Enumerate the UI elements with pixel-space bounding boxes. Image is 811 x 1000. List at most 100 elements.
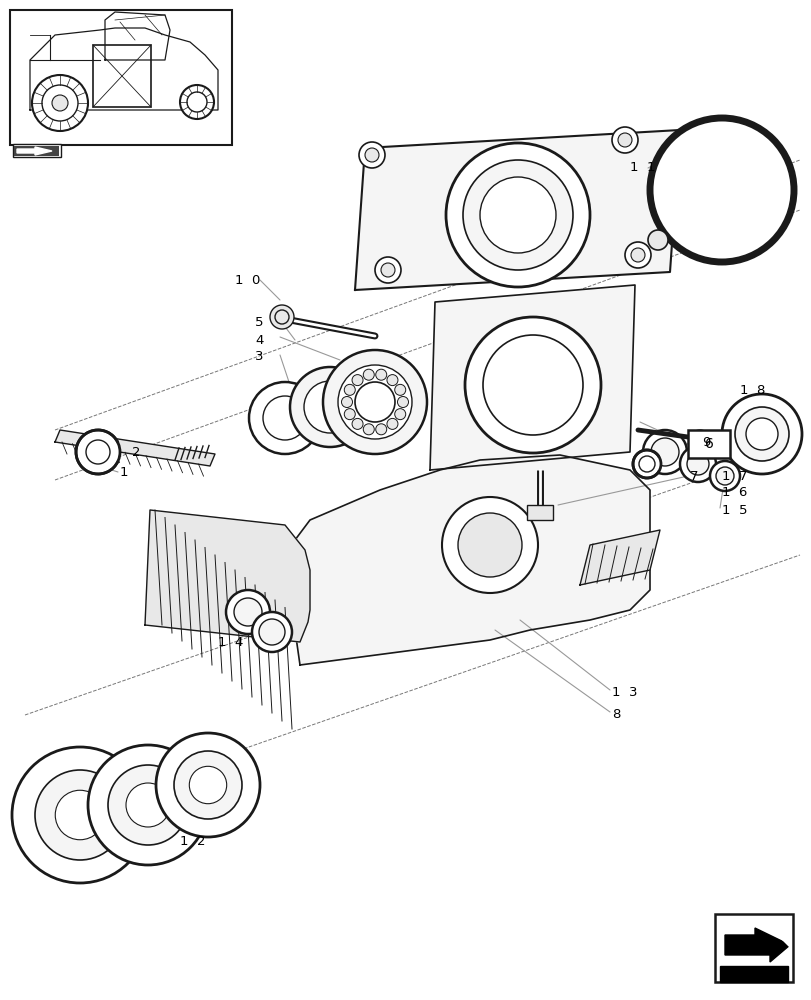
Circle shape [358,142,384,168]
Polygon shape [724,928,789,962]
Circle shape [445,143,590,287]
Circle shape [126,783,169,827]
Text: 7: 7 [689,470,697,483]
Circle shape [249,382,320,454]
Polygon shape [294,455,649,665]
Polygon shape [579,530,659,585]
Circle shape [55,790,105,840]
Text: 3: 3 [255,351,264,363]
Text: 1  0: 1 0 [234,273,260,286]
Circle shape [189,766,226,804]
Circle shape [380,263,394,277]
Text: 1  1: 1 1 [629,161,654,174]
Text: 1: 1 [120,466,128,480]
Circle shape [479,177,556,253]
Text: 2: 2 [132,446,140,458]
Circle shape [275,310,289,324]
Circle shape [649,118,793,262]
Text: 1  6: 1 6 [721,486,746,498]
Bar [93,45,151,107]
Circle shape [721,394,801,474]
Circle shape [344,409,355,420]
Circle shape [180,85,214,119]
Circle shape [52,95,68,111]
Circle shape [156,733,260,837]
Circle shape [387,418,397,429]
Circle shape [387,375,397,386]
Text: 1  8: 1 8 [739,383,765,396]
Circle shape [617,133,631,147]
Bar [714,914,792,982]
Circle shape [483,335,582,435]
Circle shape [108,765,188,845]
Circle shape [394,384,406,395]
Circle shape [323,350,427,454]
Polygon shape [145,510,310,642]
Polygon shape [430,285,634,470]
Circle shape [611,127,637,153]
Text: 1  4: 1 4 [217,636,243,648]
Circle shape [303,381,355,433]
Circle shape [12,747,148,883]
Circle shape [689,430,709,450]
Circle shape [633,450,660,478]
Circle shape [363,369,374,380]
Circle shape [270,305,294,329]
Circle shape [745,418,777,450]
Circle shape [709,461,739,491]
Polygon shape [719,966,787,982]
Circle shape [375,369,386,380]
Polygon shape [55,430,215,466]
Bar [14,146,59,156]
Circle shape [647,230,667,250]
Circle shape [251,612,292,652]
Polygon shape [354,130,679,290]
Text: 1  5: 1 5 [721,504,747,516]
Circle shape [42,85,78,121]
Text: 5: 5 [255,316,264,328]
Circle shape [352,418,363,429]
Text: 9: 9 [702,436,710,448]
Circle shape [341,396,352,408]
Text: 6: 6 [704,437,713,451]
Circle shape [465,317,600,453]
Circle shape [650,438,678,466]
Circle shape [638,456,654,472]
Circle shape [35,770,125,860]
Circle shape [375,424,386,435]
Circle shape [76,430,120,474]
Circle shape [88,745,208,865]
Circle shape [187,92,207,112]
Circle shape [86,440,109,464]
Circle shape [397,396,408,408]
Polygon shape [17,147,52,155]
Circle shape [337,365,411,439]
Circle shape [441,497,538,593]
Circle shape [354,382,394,422]
Bar [526,505,552,520]
Circle shape [225,590,270,634]
Circle shape [344,384,355,395]
Polygon shape [774,932,789,947]
Circle shape [352,375,363,386]
Circle shape [394,409,406,420]
Circle shape [32,75,88,131]
Circle shape [457,513,521,577]
Text: 1  3: 1 3 [611,686,637,698]
Bar [10,10,232,145]
Text: 4: 4 [255,334,263,347]
Circle shape [290,367,370,447]
Circle shape [715,467,733,485]
Text: 1  2: 1 2 [180,835,205,848]
Circle shape [365,148,379,162]
Circle shape [624,242,650,268]
Text: 8: 8 [611,708,620,720]
Circle shape [686,453,708,475]
Circle shape [174,751,242,819]
Circle shape [363,424,374,435]
Circle shape [263,396,307,440]
Circle shape [462,160,573,270]
Bar [687,430,729,458]
Circle shape [375,257,401,283]
Circle shape [234,598,262,626]
